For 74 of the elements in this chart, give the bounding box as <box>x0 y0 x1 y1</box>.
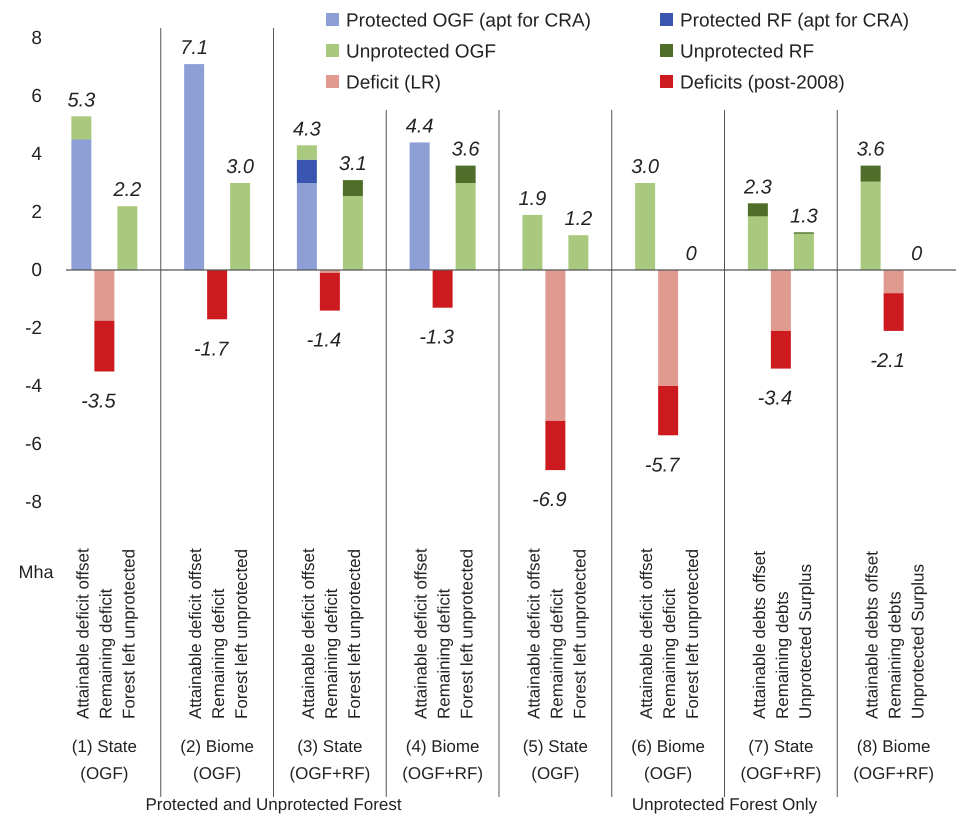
y-tick-label: 0 <box>31 260 42 282</box>
x-tick-label: Remaining deficit <box>547 588 566 719</box>
x-tick-label: Attainable deficit offset <box>412 548 431 719</box>
y-tick-label: 4 <box>31 144 42 166</box>
x-tick-label: Forest left unprotected <box>570 548 590 719</box>
y-tick-label: -4 <box>25 376 42 398</box>
legend-label: Unprotected OGF <box>346 42 496 63</box>
total-label: 2.3 <box>742 176 772 198</box>
total-label: 3.1 <box>338 153 367 176</box>
total-label: 7.1 <box>180 37 208 60</box>
x-tick-label: Forest left unprotected <box>683 548 702 719</box>
total-label: 3.6 <box>856 138 886 161</box>
legend-label: Unprotected RF <box>680 42 814 63</box>
legend-label: Protected OGF (apt for CRA) <box>346 10 591 32</box>
y-tick-label: 8 <box>31 28 42 50</box>
x-tick-label: Remaining deficit <box>322 588 341 719</box>
x-tick-label: Remaining deficit <box>209 588 228 719</box>
text: (8) Biome (OGF+RF) <box>853 737 934 783</box>
text: (6) Biome (OGF) <box>631 737 705 783</box>
total-label: 1.2 <box>564 208 592 230</box>
y-tick-label: -2 <box>25 318 42 340</box>
total-label: -5.7 <box>644 454 680 476</box>
legend-label: Deficits (post-2008) <box>680 72 845 94</box>
x-tick-label: Unprotected Surplus <box>908 564 928 719</box>
x-tick-label: Remaining debts <box>772 591 792 719</box>
x-tick-label: Attainable debts offset <box>750 550 769 719</box>
x-tick-label: Forest left unprotected <box>119 548 138 719</box>
text: (7) State (OGF+RF) <box>740 737 822 783</box>
x-tick-label: Attainable deficit offset <box>73 548 92 719</box>
text: (4) Biome (OGF+RF) <box>402 737 483 783</box>
x-tick-label: Attainable deficit offset <box>186 548 206 719</box>
text: Protected and Unprotected Forest <box>145 795 402 814</box>
total-label: 0 <box>686 243 697 265</box>
legend-label: Protected RF (apt for CRA) <box>680 10 910 32</box>
text: (3) State (OGF+RF) <box>290 737 370 783</box>
y-tick-label: -6 <box>25 434 42 456</box>
x-tick-label: Unprotected Surplus <box>796 564 815 719</box>
text: (1) State (OGF) <box>72 737 137 783</box>
total-label: -3.4 <box>758 388 792 410</box>
x-tick-label: Forest left unprotected <box>458 548 477 719</box>
total-label: -2.1 <box>870 350 905 372</box>
total-label: 1.9 <box>518 188 546 210</box>
total-label: 0 <box>911 243 922 265</box>
total-label: -1.3 <box>419 326 454 349</box>
total-label: -3.5 <box>81 390 116 412</box>
y-tick-label: -8 <box>25 492 42 514</box>
x-tick-label: Forest left unprotected <box>344 548 364 719</box>
total-label: 2.2 <box>112 179 142 202</box>
x-tick-label: Forest left unprotected <box>232 548 252 719</box>
total-label: 3.6 <box>452 138 480 161</box>
x-tick-label: Attainable debts offset <box>862 550 882 719</box>
total-label: -6.9 <box>532 489 567 512</box>
x-tick-label: Remaining debts <box>886 591 905 719</box>
legend-label: Deficit (LR) <box>346 72 442 94</box>
total-label: 4.4 <box>406 115 434 138</box>
total-label: 4.3 <box>292 118 321 140</box>
y-tick-label: 2 <box>31 202 42 224</box>
x-tick-label: Attainable deficit offset <box>524 548 544 719</box>
text: (5) State (OGF) <box>522 737 588 783</box>
y-axis-title: Mha <box>18 562 54 582</box>
total-label: 1.3 <box>790 205 818 228</box>
total-label: -1.4 <box>306 330 342 352</box>
x-tick-label: Remaining deficit <box>434 588 454 719</box>
total-label: -1.7 <box>194 338 230 360</box>
total-label: 3.0 <box>631 156 660 178</box>
text: Unprotected Forest Only <box>632 795 818 814</box>
x-tick-label: Attainable deficit offset <box>637 548 656 719</box>
x-tick-label: Remaining deficit <box>96 588 116 719</box>
total-label: 3.0 <box>226 156 254 178</box>
total-label: 5.3 <box>67 89 96 112</box>
x-tick-label: Remaining deficit <box>660 588 680 719</box>
x-tick-label: Attainable deficit offset <box>298 548 318 719</box>
y-tick-label: 6 <box>31 86 42 108</box>
text: (2) Biome (OGF) <box>180 737 254 783</box>
